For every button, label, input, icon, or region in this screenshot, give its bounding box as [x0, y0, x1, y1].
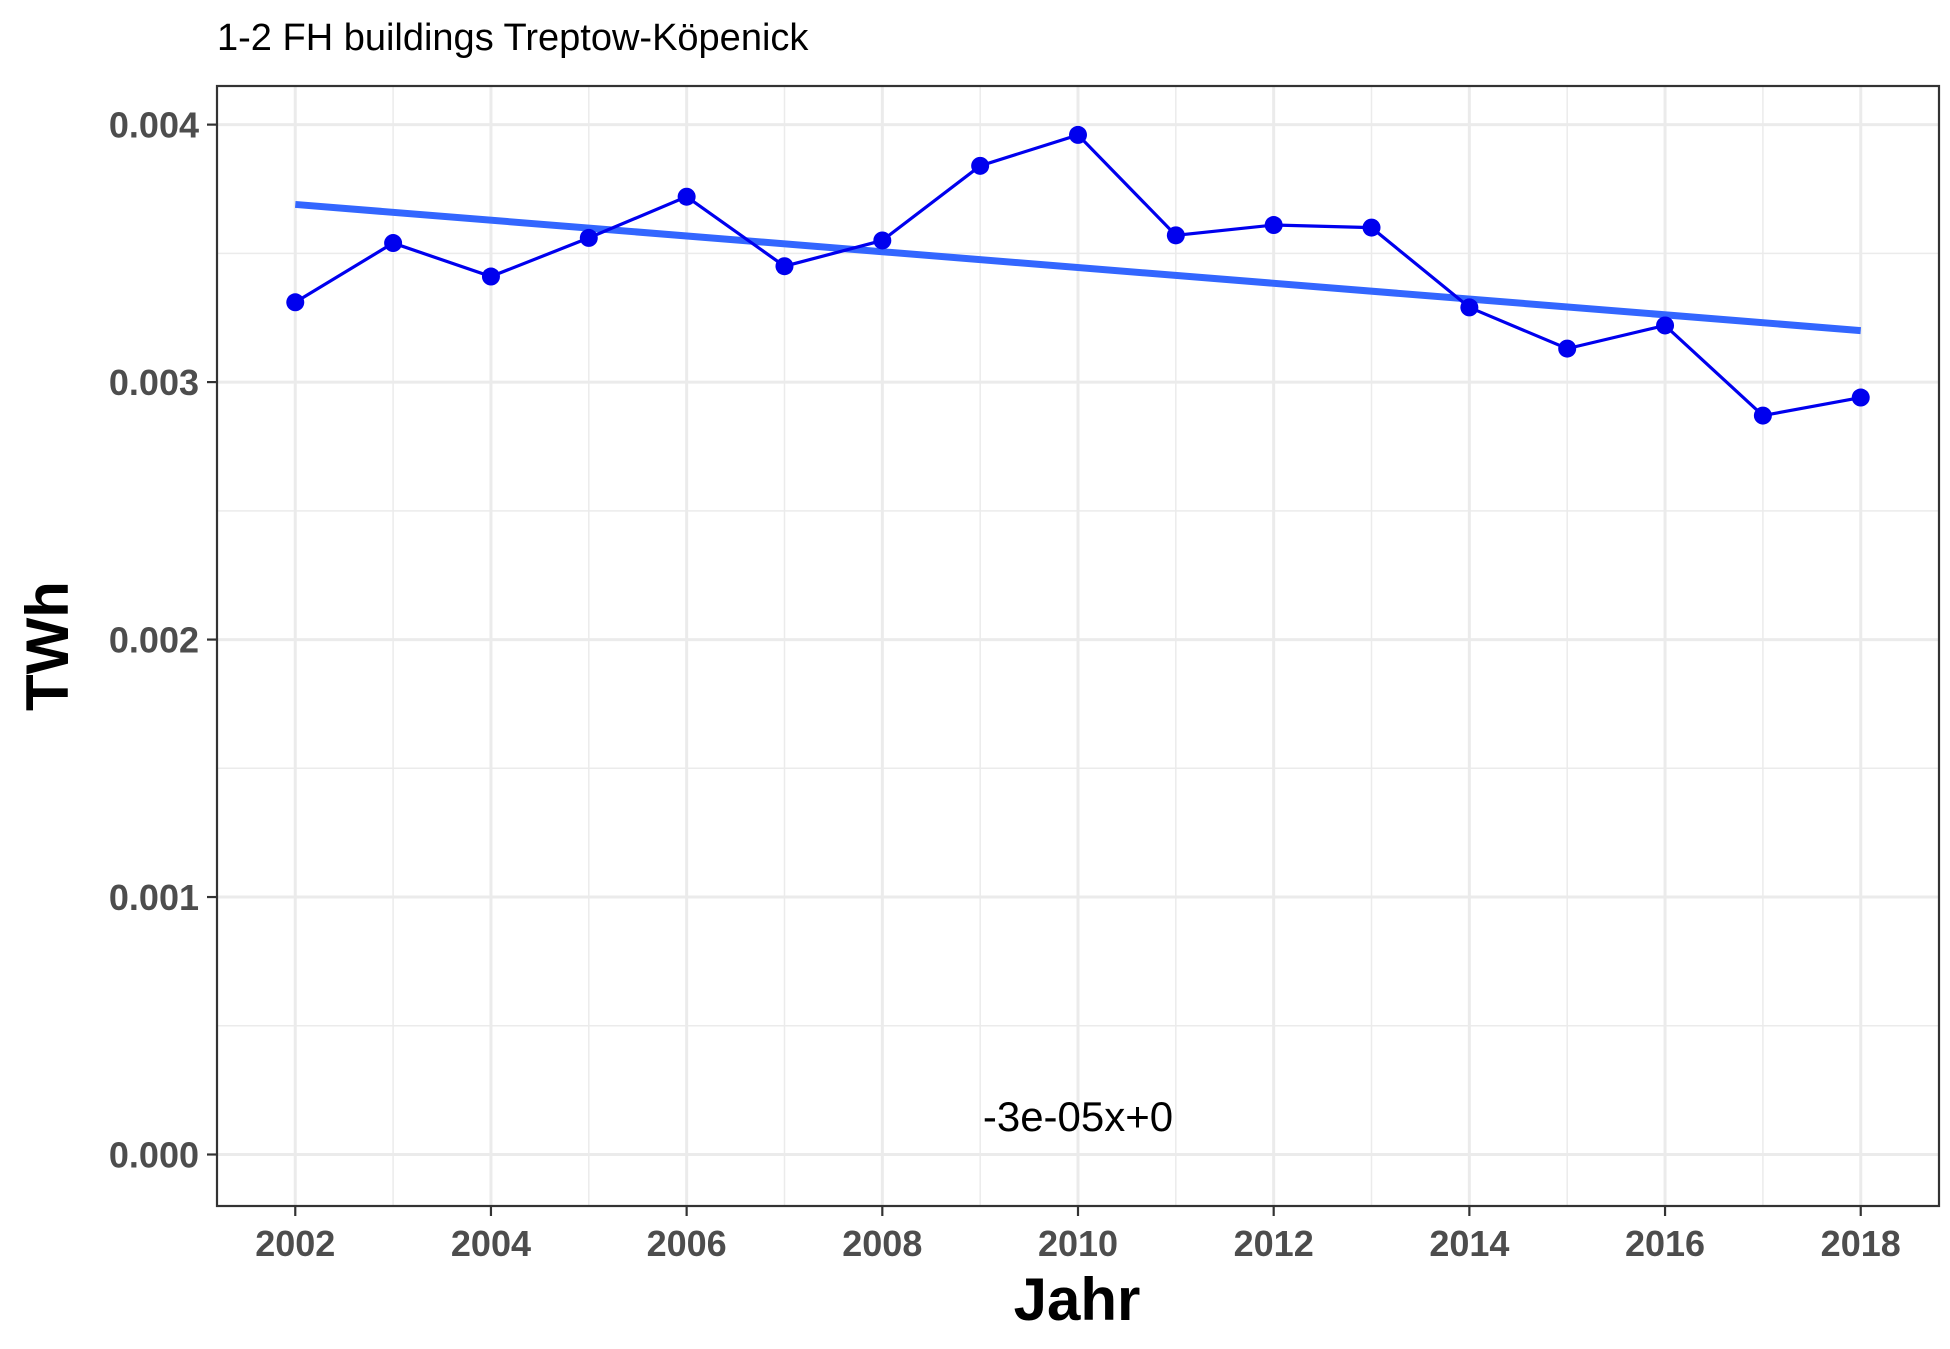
x-tick-label: 2004 — [451, 1223, 531, 1264]
y-tick-label: 0.001 — [109, 877, 199, 918]
data-point — [1166, 226, 1185, 245]
y-tick-label: 0.003 — [109, 362, 199, 403]
y-tick-label: 0.004 — [109, 105, 199, 146]
data-point — [579, 228, 598, 247]
data-point — [1656, 316, 1675, 335]
data-point — [481, 267, 500, 286]
grid-major — [217, 86, 1939, 1206]
x-tick-label: 2006 — [647, 1223, 727, 1264]
x-tick-label: 2016 — [1625, 1223, 1705, 1264]
y-axis-ticks: 0.000 0.001 0.002 0.003 0.004 — [109, 105, 217, 1176]
trendline-layer — [294, 200, 1862, 335]
x-tick-label: 2002 — [255, 1223, 335, 1264]
data-point — [677, 187, 696, 206]
y-tick-label: 0.000 — [109, 1135, 199, 1176]
x-tick-label: 2018 — [1821, 1223, 1901, 1264]
x-tick-label: 2012 — [1234, 1223, 1314, 1264]
y-axis-title: TWh — [14, 581, 81, 711]
x-tick-label: 2014 — [1429, 1223, 1509, 1264]
data-point — [1264, 216, 1283, 235]
data-point — [1753, 406, 1772, 425]
data-point — [1460, 298, 1479, 317]
data-point — [1558, 339, 1577, 358]
data-point — [384, 234, 403, 253]
y-tick-label: 0.002 — [109, 620, 199, 661]
x-axis-title: Jahr — [1014, 1266, 1141, 1333]
data-point — [971, 156, 990, 175]
data-point — [1069, 125, 1087, 144]
x-axis-ticks: 2002 2004 2006 2008 2010 2012 2014 2016 2018 — [255, 1206, 1901, 1264]
data-point — [775, 257, 794, 276]
chart-title: 1-2 FH buildings Treptow-Köpenick — [217, 17, 809, 59]
data-point — [1362, 218, 1381, 237]
x-tick-label: 2008 — [842, 1223, 922, 1264]
data-point — [873, 231, 892, 250]
trend-equation-annotation: -3e-05x+0 — [983, 1093, 1173, 1140]
series-layer — [286, 125, 1870, 425]
trend-line — [294, 200, 1862, 335]
data-point — [286, 293, 305, 312]
data-point — [1851, 388, 1870, 407]
x-tick-label: 2010 — [1038, 1223, 1118, 1264]
